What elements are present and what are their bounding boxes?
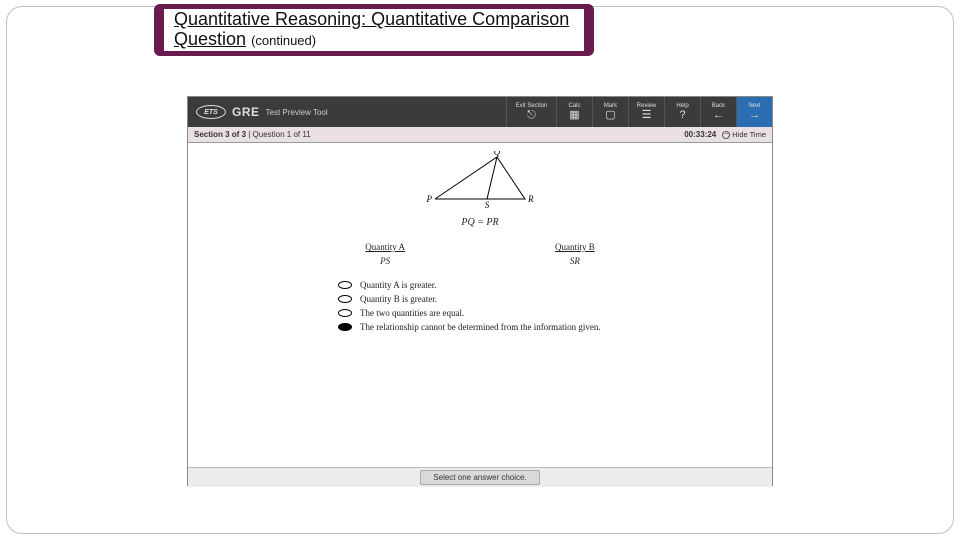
answer-text: The two quantities are equal. [360,308,464,318]
quantity-columns: Quantity A PS Quantity B SR [188,242,772,266]
toolbar-spacer [336,97,506,127]
quantity-b-value: SR [555,256,595,266]
quantity-b-column: Quantity B SR [555,242,595,266]
radio-icon [338,309,352,317]
answer-options: Quantity A is greater. Quantity B is grea… [338,280,772,332]
answer-option-3[interactable]: The relationship cannot be determined fr… [338,322,772,332]
minus-icon: − [722,131,730,139]
ets-logo: ETS [196,105,226,119]
radio-icon [338,281,352,289]
review-button[interactable]: Review☰ [628,97,664,127]
triangle-svg: Q P R S [425,151,535,209]
svg-text:S: S [485,200,490,209]
answer-option-0[interactable]: Quantity A is greater. [338,280,772,290]
status-left: Section 3 of 3 | Question 1 of 11 [194,130,311,139]
footer-bar: Select one answer choice. [188,467,772,487]
mark-button[interactable]: Mark▢ [592,97,628,127]
toolbar: ETS GRE Test Preview Tool Exit Section⎋C… [188,97,772,127]
title-main: Quantitative Reasoning: Quantitative Com… [174,9,569,49]
svg-text:R: R [527,194,534,204]
quantity-a-column: Quantity A PS [365,242,405,266]
title-banner: Quantitative Reasoning: Quantitative Com… [154,4,594,56]
gre-app-window: ETS GRE Test Preview Tool Exit Section⎋C… [187,96,773,486]
mark-icon: ▢ [605,110,615,121]
title-inner: Quantitative Reasoning: Quantitative Com… [164,9,584,51]
exit-icon: ⎋ [527,110,536,121]
section-label: Section 3 of 3 [194,130,246,139]
gre-logo-text: GRE [232,105,260,119]
timer: 00:33:24 [684,130,716,139]
quantity-a-header: Quantity A [365,242,405,252]
answer-text: The relationship cannot be determined fr… [360,322,601,332]
triangle-figure: Q P R S [188,151,772,209]
radio-icon [338,295,352,303]
next-button[interactable]: Next→ [736,97,772,127]
status-bar: Section 3 of 3 | Question 1 of 11 00:33:… [188,127,772,143]
question-content: Q P R S PQ = PR Quantity A PS Quantity B… [188,143,772,467]
title-suffix: (continued) [251,33,316,48]
calc-icon: ▦ [569,110,579,121]
radio-icon [338,323,352,331]
question-label: Question 1 of 11 [253,130,311,139]
preview-tool-label: Test Preview Tool [266,108,328,117]
quantity-b-header: Quantity B [555,242,595,252]
answer-text: Quantity A is greater. [360,280,437,290]
back-button[interactable]: Back← [700,97,736,127]
answer-option-1[interactable]: Quantity B is greater. [338,294,772,304]
svg-text:P: P [426,194,433,204]
svg-text:Q: Q [494,151,501,157]
hide-time-label: Hide Time [732,130,766,139]
help-icon: ? [679,110,685,121]
back-icon: ← [713,110,724,121]
answer-text: Quantity B is greater. [360,294,437,304]
slide-title: Quantitative Reasoning: Quantitative Com… [174,10,574,50]
toolbar-buttons: Exit Section⎋Calc▦Mark▢Review☰Help?Back←… [506,97,772,127]
exit-button[interactable]: Exit Section⎋ [506,97,556,127]
quantity-a-value: PS [365,256,405,266]
footer-instruction: Select one answer choice. [420,470,539,485]
brand-block: ETS GRE Test Preview Tool [188,97,336,127]
calc-button[interactable]: Calc▦ [556,97,592,127]
given-equation: PQ = PR [188,217,772,228]
next-icon: → [749,110,760,121]
hide-time-button[interactable]: − Hide Time [722,130,766,139]
review-icon: ☰ [642,110,652,121]
answer-option-2[interactable]: The two quantities are equal. [338,308,772,318]
help-button[interactable]: Help? [664,97,700,127]
